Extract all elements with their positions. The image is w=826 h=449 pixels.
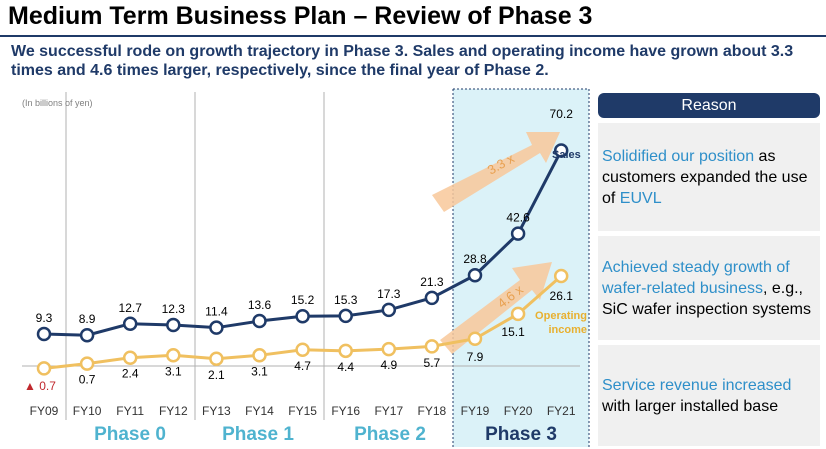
x-tick-label: FY13 xyxy=(202,404,231,418)
operating-income-data-label: 3.1 xyxy=(165,364,182,378)
reason-segment: with larger installed base xyxy=(602,397,779,415)
sales-point xyxy=(424,290,440,306)
operating-income-point xyxy=(381,341,397,357)
operating-income-point xyxy=(510,306,526,322)
operating-income-data-label: 5.7 xyxy=(424,356,441,370)
operating-income-point xyxy=(36,361,52,376)
sales-point xyxy=(467,267,483,283)
reason-segment: EUVL xyxy=(619,189,662,207)
sales-point xyxy=(36,326,52,342)
sales-data-label: 21.3 xyxy=(420,275,444,289)
unit-note: (In billions of yen) xyxy=(22,98,93,108)
sales-data-label: 42.6 xyxy=(506,211,530,225)
operating-income-point xyxy=(79,356,95,371)
sales-data-label: 13.6 xyxy=(248,298,272,312)
x-tick-label: FY09 xyxy=(30,404,59,418)
reason-text-3: Service revenue increased with larger in… xyxy=(602,375,816,417)
sales-point xyxy=(381,302,397,318)
sales-point xyxy=(338,308,353,324)
negative-value: 0.7 xyxy=(39,379,56,393)
sales-data-label: 8.9 xyxy=(79,312,96,326)
sales-point xyxy=(553,143,569,158)
sales-point xyxy=(166,317,181,333)
x-tick-label: FY19 xyxy=(461,404,490,418)
operating-income-data-label: 4.4 xyxy=(337,360,354,374)
sales-point xyxy=(295,308,310,324)
sales-data-label: 70.2 xyxy=(550,107,574,121)
operating-income-data-label: 4.9 xyxy=(380,358,397,372)
reason-item-wafer: Achieved steady growth of wafer-related … xyxy=(598,236,820,340)
operating-income-data-label: 3.1 xyxy=(251,364,268,378)
operating-income-data-label: 2.4 xyxy=(122,367,139,381)
negative-marker: ▲ xyxy=(24,379,39,393)
page-title: Medium Term Business Plan – Review of Ph… xyxy=(8,2,593,30)
phase-label: Phase 1 xyxy=(222,424,294,445)
sales-data-label: 11.4 xyxy=(205,305,228,319)
x-tick-label: FY15 xyxy=(288,404,317,418)
x-tick-label: FY11 xyxy=(116,404,144,418)
sales-point xyxy=(209,320,224,335)
phase-label: Phase 2 xyxy=(354,424,426,445)
x-tick-label: FY20 xyxy=(504,404,533,418)
reason-segment: Solidified our position xyxy=(602,147,755,165)
reason-text-1: Solidified our position as customers exp… xyxy=(602,146,816,209)
operating-growth-arrow xyxy=(440,262,552,354)
operating-income-data-label: 0.7 xyxy=(79,373,96,387)
sales-series-label: Sales xyxy=(552,149,581,161)
sales-data-label: 12.7 xyxy=(119,301,143,315)
operating-income-data-label: 26.1 xyxy=(550,289,574,303)
x-tick-label: FY18 xyxy=(418,404,447,418)
sales-data-label: 15.3 xyxy=(334,293,358,307)
x-tick-label: FY16 xyxy=(331,404,360,418)
reason-item-euvl: Solidified our position as customers exp… xyxy=(598,123,820,231)
operating-income-point xyxy=(295,342,310,358)
reason-header: Reason xyxy=(598,93,820,118)
operating-series-label-line2: income xyxy=(548,324,587,336)
sales-growth-arrow xyxy=(432,132,560,212)
reason-item-service: Service revenue increased with larger in… xyxy=(598,345,820,446)
operating-series-label-line1: Operating xyxy=(535,310,587,322)
x-tick-label: FY14 xyxy=(245,404,274,418)
phase-label: Phase 0 xyxy=(94,424,166,445)
sales-data-label: 9.3 xyxy=(36,311,53,325)
operating-income-point xyxy=(122,350,138,365)
sales-point xyxy=(510,226,526,241)
x-tick-label: FY17 xyxy=(374,404,403,418)
sales-data-label: 12.3 xyxy=(162,302,186,316)
operating-income-point xyxy=(166,348,181,363)
operating-income-point xyxy=(467,331,483,346)
operating-income-data-label: 2.1 xyxy=(208,368,225,382)
reason-segment: Achieved steady growth of wafer-related … xyxy=(602,258,790,297)
x-tick-label: FY10 xyxy=(73,404,102,418)
operating-income-point xyxy=(424,339,440,354)
sales-data-label: 17.3 xyxy=(377,287,401,301)
page-subtitle: We successful rode on growth trajectory … xyxy=(11,43,794,79)
phase-label: Phase 3 xyxy=(485,424,557,445)
reason-segment: , e.g., SiC wafer inspection systems xyxy=(602,279,811,318)
reason-segment: Service revenue increased xyxy=(602,376,792,394)
sales-point xyxy=(252,313,267,329)
sales-point xyxy=(79,327,95,343)
operating-income-point xyxy=(338,343,353,359)
operating-income-point xyxy=(252,348,267,363)
operating-income-point xyxy=(553,268,569,284)
reason-text-2: Achieved steady growth of wafer-related … xyxy=(602,257,816,320)
title-rule xyxy=(0,35,826,37)
x-tick-label: FY21 xyxy=(547,404,576,418)
reason-segment: as customers expanded the use of xyxy=(602,147,808,207)
sales-data-label: 15.2 xyxy=(291,293,315,307)
operating-income-data-label: 4.7 xyxy=(294,359,311,373)
operating-income-data-label: ▲ 0.7 xyxy=(24,379,56,393)
operating-income-data-label: 15.1 xyxy=(501,325,525,339)
sales-point xyxy=(122,316,138,332)
operating-income-point xyxy=(209,351,224,367)
sales-data-label: 28.8 xyxy=(463,252,487,266)
operating-income-data-label: 7.9 xyxy=(467,350,484,364)
x-tick-label: FY12 xyxy=(159,404,188,418)
